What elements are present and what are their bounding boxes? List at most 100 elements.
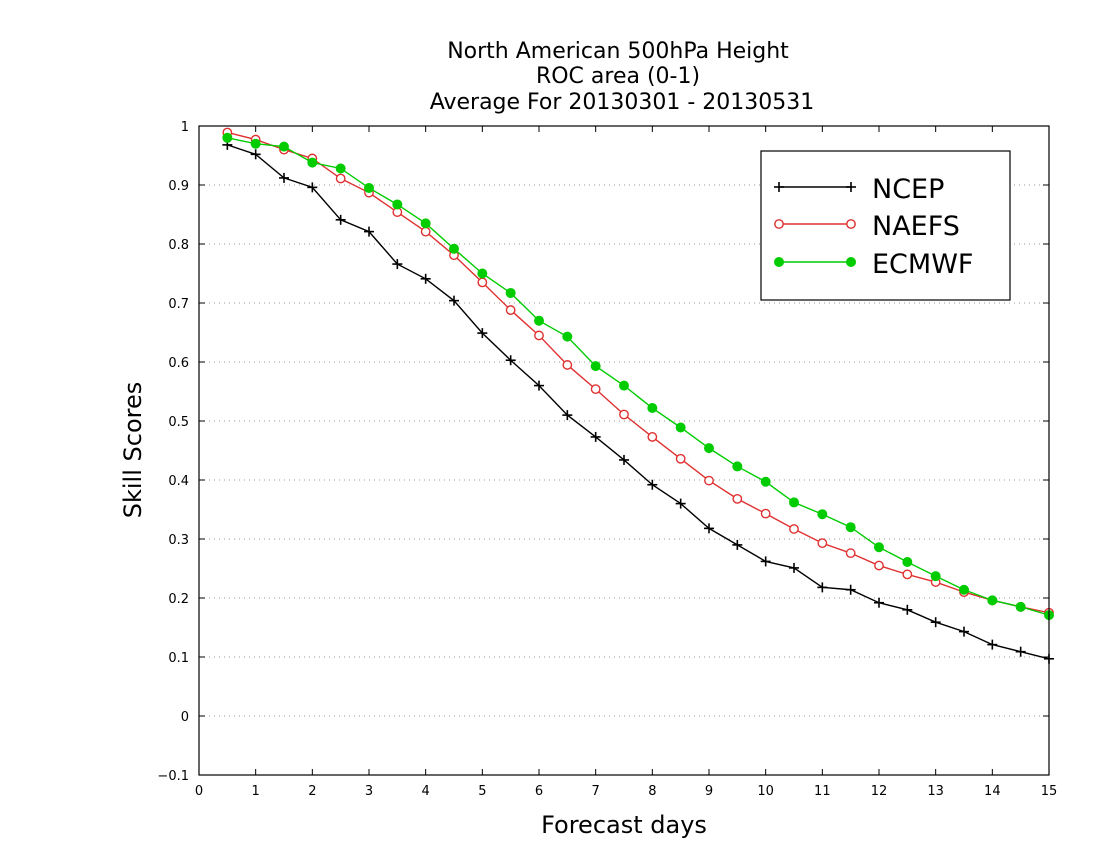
data-point-naefs-13 (590, 384, 601, 395)
data-point-ecmwf-3 (307, 157, 318, 168)
data-point-naefs-4 (335, 173, 346, 184)
data-point-ecmwf-17 (704, 443, 714, 454)
data-point-ncep-26 (959, 626, 969, 637)
data-point-ncep-17 (704, 523, 714, 534)
data-point-ncep-9 (477, 328, 488, 339)
data-point-ncep-13 (590, 431, 601, 442)
data-point-naefs-21 (817, 538, 828, 549)
data-point-ecmwf-21 (817, 509, 828, 520)
data-point-ncep-10 (505, 355, 516, 366)
data-point-ncep-15 (647, 479, 658, 490)
data-point-ecmwf-5 (364, 182, 374, 193)
legend-label-ecmwf: ECMWF (872, 249, 973, 280)
data-point-naefs-15 (647, 432, 658, 442)
legend-marker-start-naefs (774, 219, 784, 229)
chart-title-line-1: North American 500hPa Height (447, 39, 789, 64)
data-point-naefs-19 (760, 508, 771, 519)
plot-frame (198, 125, 1050, 776)
data-point-ncep-25 (930, 617, 941, 628)
data-point-ncep-19 (760, 556, 771, 567)
data-point-ecmwf-14 (619, 380, 629, 391)
data-point-ncep-11 (534, 380, 544, 391)
y-tick-label-10: 0.9 (168, 179, 189, 194)
data-point-ecmwf-22 (845, 522, 856, 533)
data-point-naefs-17 (704, 475, 714, 486)
x-tick-label-7: 7 (592, 784, 600, 799)
data-point-ecmwf-9 (477, 268, 488, 279)
data-point-ncep-8 (449, 295, 459, 306)
series-line-ecmwf (227, 137, 1050, 616)
data-point-ecmwf-19 (760, 476, 771, 487)
data-point-ncep-4 (335, 214, 346, 225)
y-tick-label-8: 0.7 (168, 297, 189, 312)
y-tick-label-4: 0.3 (168, 533, 189, 548)
data-point-naefs-11 (534, 330, 544, 341)
x-tick-label-3: 3 (365, 784, 373, 799)
data-point-ecmwf-23 (874, 542, 884, 553)
chart-title-line-3: Average For 20130301 - 20130531 (430, 90, 815, 115)
data-point-naefs-24 (902, 569, 913, 580)
legend-samples (774, 182, 856, 267)
data-point-ncep-23 (874, 597, 884, 608)
x-tick-label-9: 9 (705, 784, 713, 799)
data-point-ecmwf-10 (505, 287, 516, 298)
series-line-ncep (227, 144, 1050, 660)
series-ncep (222, 139, 1054, 664)
legend: NCEP NAEFS ECMWF (760, 150, 1011, 301)
data-point-ncep-22 (845, 584, 856, 595)
data-point-naefs-10 (505, 305, 516, 315)
data-point-ncep-20 (789, 562, 799, 573)
y-tick-label-2: 0.1 (168, 651, 189, 666)
data-point-ecmwf-16 (675, 422, 686, 433)
chart-title-line-2: ROC area (0-1) (536, 64, 700, 89)
data-point-naefs-12 (562, 360, 573, 370)
data-point-ecmwf-4 (335, 163, 346, 174)
data-point-ecmwf-27 (987, 595, 998, 606)
legend-marker-start-ecmwf (774, 257, 784, 267)
x-axis-label: Forecast days (541, 811, 707, 839)
data-point-ncep-5 (364, 226, 374, 237)
data-point-naefs-9 (477, 277, 488, 288)
data-point-ecmwf-26 (959, 584, 969, 595)
data-point-ncep-18 (732, 539, 743, 550)
data-point-ncep-6 (392, 259, 403, 270)
data-point-ncep-27 (987, 639, 998, 650)
data-point-ncep-14 (619, 454, 629, 465)
legend-marker-end-naefs (846, 219, 856, 229)
data-series (222, 127, 1054, 664)
x-tick-label-0: 0 (195, 784, 203, 799)
x-tick-label-5: 5 (478, 784, 486, 799)
x-tick-label-15: 15 (1041, 784, 1058, 799)
data-point-ecmwf-1 (250, 138, 261, 149)
data-point-ecmwf-7 (420, 218, 431, 229)
chart-title: North American 500hPa Height ROC area (0… (430, 39, 815, 115)
data-point-naefs-18 (732, 493, 743, 504)
data-point-naefs-20 (789, 524, 799, 534)
series-ecmwf (222, 132, 1054, 621)
data-point-ecmwf-0 (222, 132, 233, 143)
legend-marker-end-ncep (846, 182, 856, 192)
data-point-ncep-7 (420, 273, 431, 284)
y-tick-label-5: 0.4 (168, 474, 189, 489)
legend-marker-end-ecmwf (846, 257, 856, 267)
data-point-ncep-2 (279, 172, 289, 183)
axis-ticks: −0.100.10.20.30.40.50.60.70.80.910 1 2 3 4 5 6… (157, 120, 1057, 799)
x-tick-label-8: 8 (648, 784, 656, 799)
x-tick-label-10: 10 (757, 784, 774, 799)
data-point-naefs-7 (420, 226, 431, 237)
x-tick-label-12: 12 (871, 784, 888, 799)
y-tick-label-11: 1 (181, 120, 189, 135)
data-point-naefs-22 (845, 548, 856, 559)
data-point-ncep-21 (817, 582, 828, 593)
x-tick-label-1: 1 (252, 784, 260, 799)
data-point-naefs-14 (619, 409, 629, 420)
data-point-ncep-16 (675, 498, 686, 509)
data-point-ecmwf-11 (534, 315, 544, 326)
data-point-ncep-24 (902, 604, 913, 615)
legend-box (760, 150, 1011, 301)
data-point-ecmwf-15 (647, 403, 658, 414)
data-point-ecmwf-13 (590, 361, 601, 372)
data-point-ecmwf-20 (789, 497, 799, 508)
data-point-naefs-16 (675, 453, 686, 464)
